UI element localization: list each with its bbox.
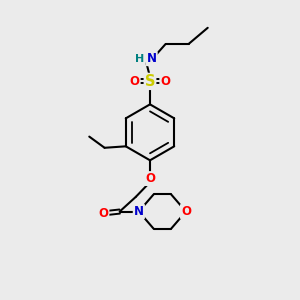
Text: H: H (135, 54, 145, 64)
Text: O: O (160, 75, 170, 88)
Text: O: O (130, 75, 140, 88)
Text: S: S (145, 74, 155, 89)
Text: N: N (134, 205, 144, 218)
Text: O: O (98, 206, 109, 220)
Text: O: O (145, 172, 155, 185)
Text: O: O (181, 205, 191, 218)
Text: N: N (134, 205, 144, 218)
Text: N: N (147, 52, 157, 65)
